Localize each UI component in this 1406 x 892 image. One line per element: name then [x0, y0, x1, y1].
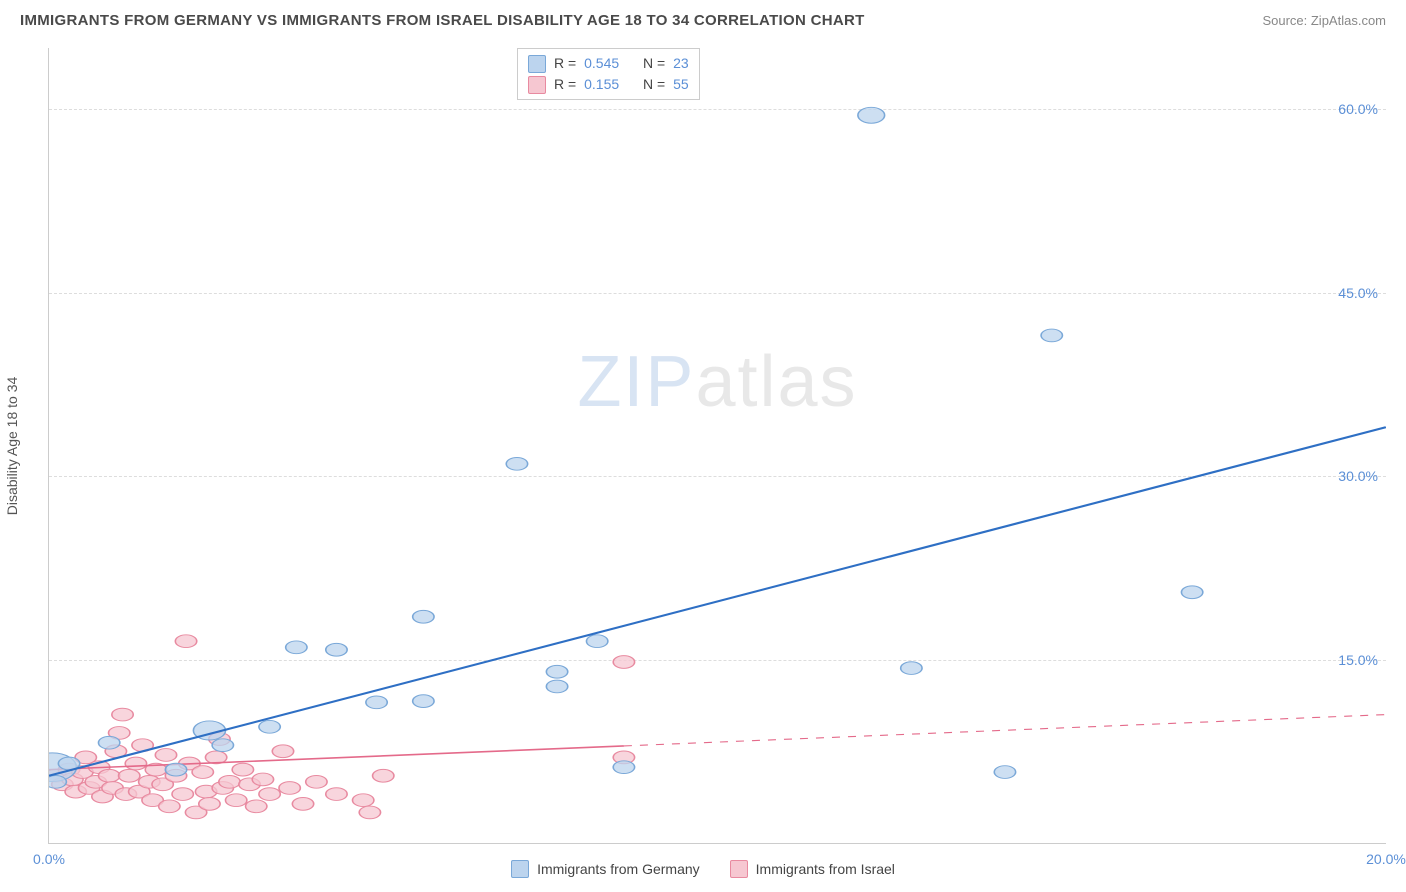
scatter-point — [326, 788, 347, 801]
chart-svg — [49, 48, 1386, 843]
scatter-point — [613, 656, 634, 669]
scatter-point — [506, 457, 527, 470]
chart-title: IMMIGRANTS FROM GERMANY VS IMMIGRANTS FR… — [20, 12, 865, 29]
swatch-israel — [528, 76, 546, 94]
stats-N-label: N = — [643, 53, 665, 74]
scatter-point — [858, 107, 885, 123]
scatter-point — [252, 773, 273, 786]
scatter-point — [172, 788, 193, 801]
title-bar: IMMIGRANTS FROM GERMANY VS IMMIGRANTS FR… — [0, 0, 1406, 40]
scatter-point — [192, 766, 213, 779]
scatter-point — [613, 761, 634, 774]
scatter-point — [155, 749, 176, 762]
scatter-point — [286, 641, 307, 654]
scatter-point — [98, 736, 119, 749]
scatter-point — [199, 798, 220, 811]
legend-label-israel: Immigrants from Israel — [756, 861, 895, 877]
stats-row-germany: R = 0.545 N = 23 — [528, 53, 689, 74]
scatter-point — [49, 775, 66, 788]
y-tick-label: 60.0% — [1338, 101, 1378, 117]
scatter-point — [272, 745, 293, 758]
scatter-point — [359, 806, 380, 819]
scatter-point — [1041, 329, 1062, 342]
scatter-point — [279, 782, 300, 795]
stats-R-germany: 0.545 — [584, 53, 619, 74]
legend-swatch-israel — [730, 860, 748, 878]
source-attribution: Source: ZipAtlas.com — [1262, 13, 1386, 28]
y-tick-label: 45.0% — [1338, 285, 1378, 301]
scatter-point — [373, 769, 394, 782]
scatter-point — [366, 696, 387, 709]
scatter-point — [219, 775, 240, 788]
y-tick-label: 30.0% — [1338, 468, 1378, 484]
regression-line-dashed — [624, 715, 1386, 746]
stats-R-israel: 0.155 — [584, 74, 619, 95]
scatter-point — [994, 766, 1015, 779]
scatter-point — [546, 665, 567, 678]
scatter-point — [225, 794, 246, 807]
scatter-point — [259, 720, 280, 733]
scatter-point — [98, 769, 119, 782]
regression-line-solid — [49, 427, 1386, 776]
y-axis-label: Disability Age 18 to 34 — [4, 377, 20, 516]
legend-label-germany: Immigrants from Germany — [537, 861, 700, 877]
scatter-point — [125, 757, 146, 770]
stats-N-israel: 55 — [673, 74, 689, 95]
plot-area: ZIPatlas R = 0.545 N = 23 R = 0.155 N = … — [48, 48, 1386, 844]
legend-item-germany: Immigrants from Germany — [511, 860, 700, 878]
stats-R-label-2: R = — [554, 74, 576, 95]
legend-swatch-germany — [511, 860, 529, 878]
scatter-point — [212, 739, 233, 752]
scatter-point — [546, 680, 567, 693]
plot-container: Disability Age 18 to 34 ZIPatlas R = 0.5… — [48, 48, 1386, 844]
stats-legend: R = 0.545 N = 23 R = 0.155 N = 55 — [517, 48, 700, 100]
scatter-point — [246, 800, 267, 813]
scatter-point — [413, 695, 434, 708]
scatter-point — [119, 769, 140, 782]
scatter-point — [326, 643, 347, 656]
scatter-point — [159, 800, 180, 813]
scatter-point — [586, 635, 607, 648]
scatter-point — [259, 788, 280, 801]
scatter-point — [112, 708, 133, 721]
stats-row-israel: R = 0.155 N = 55 — [528, 74, 689, 95]
stats-R-label: R = — [554, 53, 576, 74]
y-tick-label: 15.0% — [1338, 652, 1378, 668]
swatch-germany — [528, 55, 546, 73]
scatter-point — [352, 794, 373, 807]
scatter-point — [292, 798, 313, 811]
legend-item-israel: Immigrants from Israel — [730, 860, 895, 878]
stats-N-germany: 23 — [673, 53, 689, 74]
stats-N-label-2: N = — [643, 74, 665, 95]
scatter-point — [232, 763, 253, 776]
scatter-point — [306, 775, 327, 788]
scatter-point — [1181, 586, 1202, 599]
bottom-legend: Immigrants from Germany Immigrants from … — [0, 860, 1406, 878]
scatter-point — [175, 635, 196, 648]
scatter-point — [413, 610, 434, 623]
scatter-point — [165, 763, 186, 776]
scatter-point — [901, 662, 922, 675]
